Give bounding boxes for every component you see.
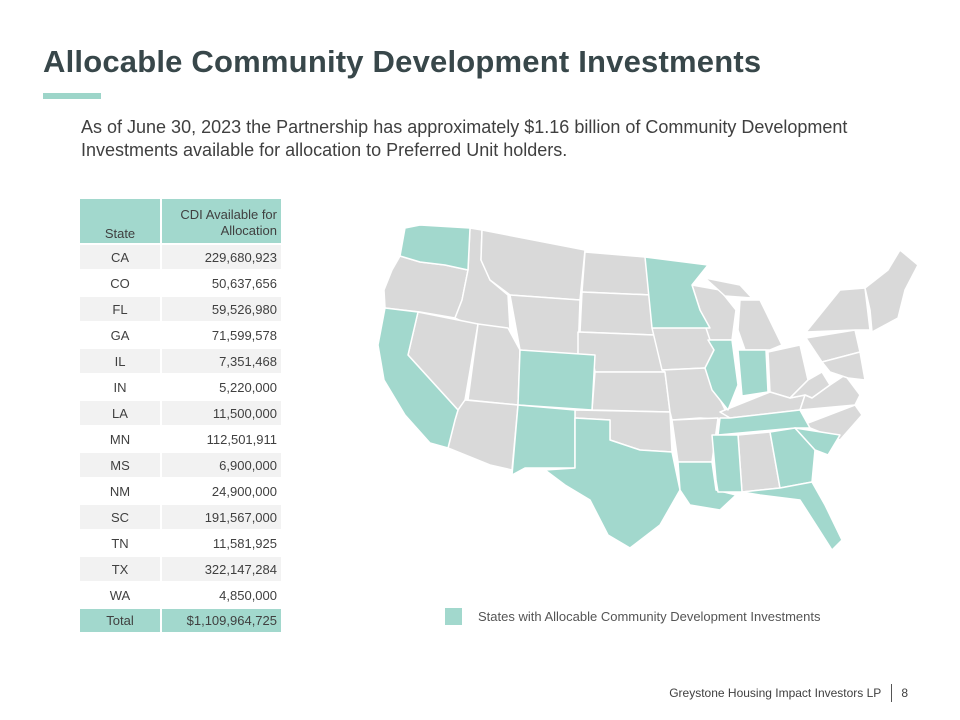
table-row: NM 24,900,000: [80, 478, 283, 505]
row-state: TN: [80, 530, 162, 557]
row-value: 59,526,980: [161, 296, 283, 323]
row-value: 7,351,468: [161, 348, 283, 375]
table-row: IN 5,220,000: [80, 374, 283, 401]
table-row: MN 112,501,911: [80, 426, 283, 453]
row-value: 71,599,578: [161, 322, 283, 349]
row-value: 11,581,925: [161, 530, 283, 557]
row-state: FL: [80, 296, 162, 323]
legend-label: States with Allocable Community Developm…: [478, 609, 821, 624]
row-value: 11,500,000: [161, 400, 283, 427]
table-row: CO 50,637,656: [80, 270, 283, 297]
total-value: $1,109,964,725: [161, 608, 283, 634]
map-legend: States with Allocable Community Developm…: [445, 608, 821, 625]
table-row: CA 229,680,923: [80, 244, 283, 271]
row-value: 322,147,284: [161, 556, 283, 583]
state-ms: [711, 434, 743, 493]
legend-swatch: [445, 608, 462, 625]
row-state: CA: [80, 244, 162, 271]
row-state: GA: [80, 322, 162, 349]
table-body: CA 229,680,923 CO 50,637,656 FL 59,526,980 GA 7…: [80, 244, 283, 609]
page-number: 8: [901, 686, 908, 700]
row-value: 229,680,923: [161, 244, 283, 271]
page-footer: Greystone Housing Impact Investors LP 8: [669, 684, 908, 702]
row-state: NM: [80, 478, 162, 505]
us-map: [377, 224, 919, 551]
page-title: Allocable Community Development Investme…: [43, 44, 762, 79]
table-row: LA 11,500,000: [80, 400, 283, 427]
state-mi-upper: [704, 277, 753, 299]
header-cdi: CDI Available for Allocation: [161, 199, 283, 245]
state-sd: [579, 291, 655, 336]
table-row: MS 6,900,000: [80, 452, 283, 479]
row-state: TX: [80, 556, 162, 583]
row-value: 24,900,000: [161, 478, 283, 505]
row-value: 6,900,000: [161, 452, 283, 479]
table-row: TN 11,581,925: [80, 530, 283, 557]
state-la: [677, 461, 737, 511]
state-va: [799, 374, 861, 411]
row-state: MN: [80, 426, 162, 453]
row-state: LA: [80, 400, 162, 427]
cdi-table: State CDI Available for Allocation CA 229…: [80, 199, 283, 634]
state-nm: [511, 404, 576, 476]
row-value: 5,220,000: [161, 374, 283, 401]
table-row: TX 322,147,284: [80, 556, 283, 583]
non-allocable-states: [383, 227, 919, 493]
row-state: IN: [80, 374, 162, 401]
state-sc: [794, 427, 841, 456]
row-value: 4,850,000: [161, 582, 283, 609]
title-accent-rule: [43, 93, 101, 99]
row-value: 191,567,000: [161, 504, 283, 531]
row-state: MS: [80, 452, 162, 479]
state-wy: [509, 294, 581, 356]
table-row: WA 4,850,000: [80, 582, 283, 609]
row-value: 112,501,911: [161, 426, 283, 453]
state-mi: [737, 299, 783, 351]
state-in: [737, 349, 769, 397]
state-ar: [671, 417, 719, 463]
table-row: IL 7,351,468: [80, 348, 283, 375]
row-state: SC: [80, 504, 162, 531]
row-state: IL: [80, 348, 162, 375]
table-header-row: State CDI Available for Allocation: [80, 199, 283, 245]
table-row: FL 59,526,980: [80, 296, 283, 323]
state-fl: [741, 481, 843, 551]
table-row: GA 71,599,578: [80, 322, 283, 349]
header-state: State: [80, 199, 162, 245]
state-new-england: [864, 249, 919, 333]
state-ia: [651, 325, 715, 371]
state-ny: [805, 287, 871, 333]
intro-paragraph: As of June 30, 2023 the Partnership has …: [81, 117, 848, 160]
row-state: CO: [80, 270, 162, 297]
table-total-row: Total $1,109,964,725: [80, 608, 283, 634]
row-value: 50,637,656: [161, 270, 283, 297]
state-tx: [544, 417, 681, 549]
state-ga: [769, 427, 816, 489]
row-state: WA: [80, 582, 162, 609]
table-row: SC 191,567,000: [80, 504, 283, 531]
footer-company: Greystone Housing Impact Investors LP: [669, 686, 882, 700]
state-ca: [377, 307, 459, 449]
state-il: [704, 339, 739, 411]
state-ks: [591, 371, 671, 413]
state-ut: [467, 323, 521, 406]
state-nd: [581, 251, 653, 296]
state-nj-md-de: [821, 351, 866, 381]
total-label: Total: [80, 608, 162, 634]
footer-separator: [891, 684, 893, 702]
allocable-states: [377, 224, 843, 551]
state-wa: [399, 224, 471, 271]
state-mn: [644, 256, 711, 329]
state-co: [517, 349, 596, 411]
